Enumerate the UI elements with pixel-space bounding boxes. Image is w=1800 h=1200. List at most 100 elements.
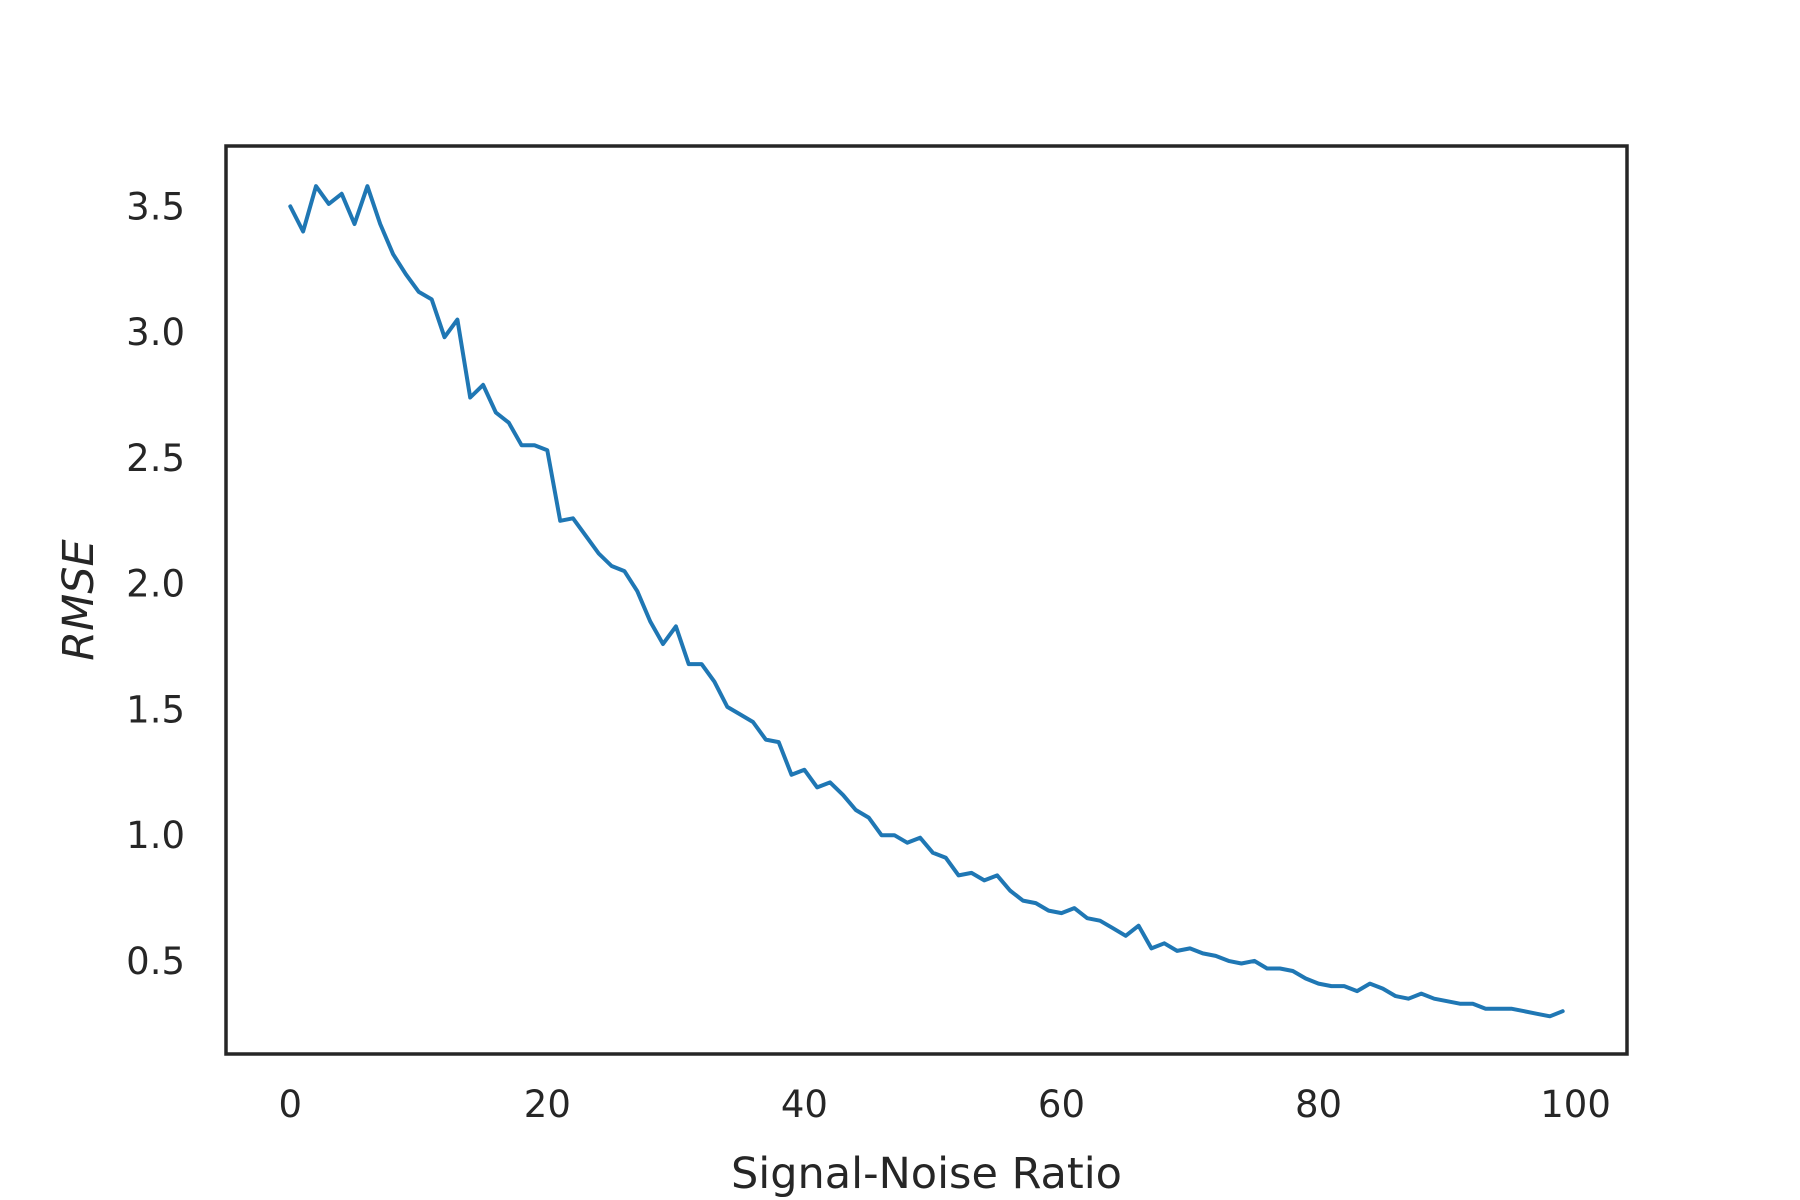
- data-point: [314, 184, 318, 188]
- data-point: [944, 856, 948, 860]
- data-point: [790, 773, 794, 777]
- data-point: [1484, 1007, 1488, 1011]
- data-point: [700, 662, 704, 666]
- data-point: [1008, 889, 1012, 893]
- data-point: [1445, 999, 1449, 1003]
- data-point: [417, 290, 421, 294]
- data-point: [1561, 1009, 1565, 1013]
- data-point: [1535, 1012, 1539, 1016]
- data-point: [1471, 1002, 1475, 1006]
- data-point: [1060, 911, 1064, 915]
- data-point: [610, 564, 614, 568]
- data-point: [327, 202, 331, 206]
- data-point: [1111, 926, 1115, 930]
- data-point: [481, 383, 485, 387]
- data-point: [764, 738, 768, 742]
- data-point: [1175, 949, 1179, 953]
- data-point: [1047, 909, 1051, 913]
- data-point: [1419, 992, 1423, 996]
- data-point: [687, 662, 691, 666]
- data-point: [1021, 899, 1025, 903]
- data-point: [867, 816, 871, 820]
- data-point: [404, 272, 408, 276]
- data-point: [494, 411, 498, 415]
- data-point: [648, 619, 652, 623]
- x-tick-label: 100: [1540, 1083, 1611, 1126]
- data-point: [1394, 994, 1398, 998]
- data-point: [520, 443, 524, 447]
- y-tick-label: 3.5: [126, 185, 185, 228]
- data-point: [1278, 967, 1282, 971]
- data-point: [533, 443, 537, 447]
- y-axis-label: RMSE: [54, 538, 104, 660]
- data-point: [815, 785, 819, 789]
- data-point: [982, 878, 986, 882]
- y-tick-label: 1.5: [126, 688, 185, 731]
- series-layer: [288, 184, 1565, 1019]
- data-point: [1329, 984, 1333, 988]
- data-point: [931, 851, 935, 855]
- data-point: [712, 680, 716, 684]
- x-axis-label: Signal-Noise Ratio: [731, 1149, 1122, 1199]
- data-point: [1124, 934, 1128, 938]
- data-point: [802, 768, 806, 772]
- x-tick-label: 40: [781, 1083, 828, 1126]
- y-tick-label: 3.0: [126, 311, 185, 354]
- data-point: [468, 396, 472, 400]
- data-point: [288, 204, 292, 208]
- data-point: [1214, 954, 1218, 958]
- data-point: [571, 516, 575, 520]
- data-point: [1355, 989, 1359, 993]
- data-point: [1548, 1014, 1552, 1018]
- data-point: [340, 192, 344, 196]
- data-point: [622, 569, 626, 573]
- data-point: [1085, 916, 1089, 920]
- data-point: [1188, 946, 1192, 950]
- data-point: [507, 421, 511, 425]
- plot-frame: [224, 144, 1629, 1056]
- data-point: [301, 230, 305, 234]
- x-tick-label: 0: [278, 1083, 302, 1126]
- data-point: [1522, 1009, 1526, 1013]
- data-point: [725, 705, 729, 709]
- data-point: [1291, 969, 1295, 973]
- data-point: [353, 222, 357, 226]
- data-point: [854, 808, 858, 812]
- data-point: [558, 519, 562, 523]
- data-point: [391, 252, 395, 256]
- data-point: [674, 624, 678, 628]
- y-tick-label: 1.0: [126, 814, 185, 857]
- y-tick-label: 2.0: [126, 563, 185, 606]
- data-point: [957, 873, 961, 877]
- data-point: [738, 712, 742, 716]
- data-point: [1304, 977, 1308, 981]
- data-point: [584, 534, 588, 538]
- data-point: [1149, 946, 1153, 950]
- data-point: [1432, 997, 1436, 1001]
- y-tick-labels: 0.5 1.0 1.5 2.0 2.5 3.0 3.5: [126, 185, 185, 983]
- data-point: [1239, 962, 1243, 966]
- data-point: [1137, 924, 1141, 928]
- data-point: [378, 222, 382, 226]
- data-point: [1098, 919, 1102, 923]
- y-tick-label: 2.5: [126, 437, 185, 480]
- data-point: [1072, 906, 1076, 910]
- data-point: [1227, 959, 1231, 963]
- data-point: [1381, 987, 1385, 991]
- x-tick-label: 80: [1295, 1083, 1342, 1126]
- data-point: [841, 793, 845, 797]
- data-point: [892, 833, 896, 837]
- data-point: [1252, 959, 1256, 963]
- data-point: [880, 833, 884, 837]
- data-point: [1497, 1007, 1501, 1011]
- x-tick-label: 60: [1038, 1083, 1085, 1126]
- data-point: [1317, 982, 1321, 986]
- data-point: [918, 836, 922, 840]
- data-point: [1342, 984, 1346, 988]
- data-point: [1458, 1002, 1462, 1006]
- data-point: [661, 642, 665, 646]
- data-point: [751, 720, 755, 724]
